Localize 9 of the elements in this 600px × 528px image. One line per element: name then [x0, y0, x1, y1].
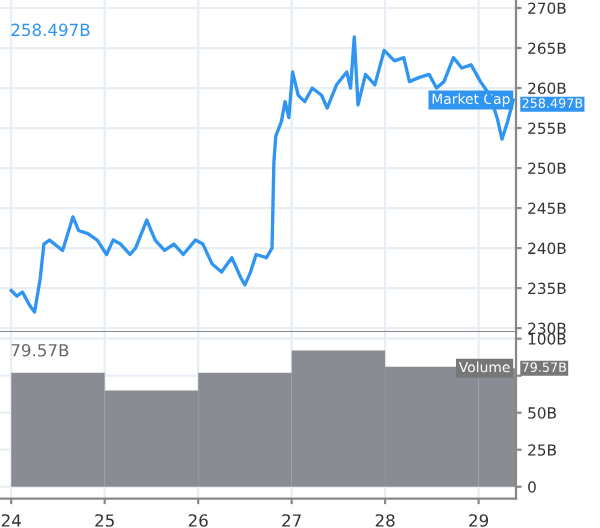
- line-series: [9, 35, 515, 314]
- x-tick-label: 25: [95, 514, 114, 527]
- x-tick-label: 24: [1, 514, 21, 527]
- x-tick-label: 26: [188, 514, 208, 527]
- x-tick-label: 29: [469, 514, 489, 527]
- x-tick-label: 28: [375, 514, 395, 527]
- x-tick-label: 27: [282, 514, 301, 527]
- annotation: 79.57B: [11, 343, 69, 357]
- annotation: 258.497B: [11, 23, 90, 37]
